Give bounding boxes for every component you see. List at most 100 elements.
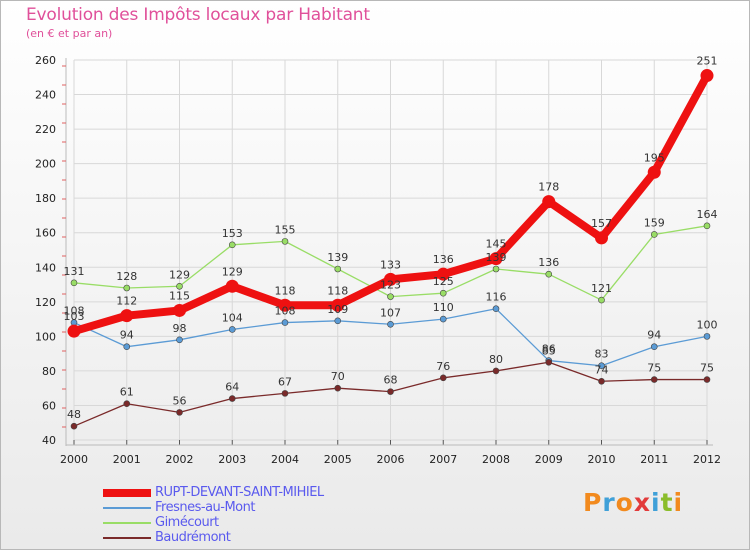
data-label: 74 bbox=[595, 363, 609, 376]
data-label: 159 bbox=[644, 216, 665, 229]
data-label: 116 bbox=[486, 291, 507, 304]
x-tick-label: 2009 bbox=[535, 453, 563, 466]
data-point bbox=[334, 265, 342, 273]
data-label: 136 bbox=[433, 253, 454, 266]
data-label: 251 bbox=[697, 55, 718, 68]
data-label: 103 bbox=[64, 310, 85, 323]
series-layer bbox=[67, 69, 714, 430]
data-point bbox=[331, 298, 345, 312]
data-label: 109 bbox=[327, 303, 348, 316]
data-label: 100 bbox=[697, 318, 718, 331]
legend-swatch bbox=[103, 537, 151, 539]
logo-letter: i bbox=[651, 488, 661, 517]
x-tick-label: 2012 bbox=[693, 453, 721, 466]
data-point bbox=[281, 319, 289, 326]
data-point bbox=[334, 317, 342, 325]
x-tick-label: 2011 bbox=[640, 453, 668, 466]
legend-swatch bbox=[103, 489, 151, 497]
data-label: 56 bbox=[173, 394, 187, 407]
data-point bbox=[228, 241, 236, 249]
data-label: 131 bbox=[64, 265, 85, 278]
legend-label: Fresnes-au-Mont bbox=[155, 500, 255, 515]
chart-title: Evolution des Impôts locaux par Habitant bbox=[26, 5, 370, 25]
data-point bbox=[542, 195, 556, 209]
proxiti-logo: Proxiti bbox=[583, 488, 683, 517]
data-label: 123 bbox=[380, 279, 401, 292]
data-label: 178 bbox=[538, 181, 559, 194]
x-tick-label: 2007 bbox=[429, 453, 457, 466]
data-label: 129 bbox=[169, 268, 190, 281]
data-label: 80 bbox=[489, 353, 503, 366]
data-label: 108 bbox=[275, 305, 296, 318]
data-label: 64 bbox=[225, 381, 239, 394]
data-label: 70 bbox=[331, 370, 345, 383]
data-point bbox=[173, 303, 186, 317]
data-label: 145 bbox=[486, 238, 507, 251]
data-label: 118 bbox=[275, 284, 296, 297]
data-point bbox=[595, 231, 608, 245]
logo-letter: i bbox=[673, 488, 684, 517]
data-point bbox=[492, 305, 500, 313]
data-point bbox=[647, 165, 661, 179]
data-point bbox=[228, 395, 236, 402]
data-point bbox=[123, 343, 131, 351]
data-label: 61 bbox=[120, 386, 134, 399]
x-tick-label: 2008 bbox=[482, 453, 510, 466]
y-tick-label: 100 bbox=[35, 330, 56, 343]
legend-label: Gimécourt bbox=[155, 515, 219, 530]
y-tick-label: 260 bbox=[35, 54, 56, 67]
data-label: 133 bbox=[380, 258, 401, 271]
data-point bbox=[492, 367, 500, 375]
data-point bbox=[650, 231, 658, 238]
series-rupt-devant-saint-mihiel bbox=[67, 69, 714, 338]
data-label: 104 bbox=[222, 311, 243, 324]
data-point bbox=[703, 376, 711, 383]
data-point bbox=[176, 409, 183, 416]
x-tick-label: 2004 bbox=[271, 453, 299, 466]
data-point bbox=[650, 376, 658, 383]
data-point bbox=[67, 324, 81, 338]
legend-label: Baudrémont bbox=[155, 530, 231, 545]
logo-letter: P bbox=[583, 488, 603, 517]
logo-letter: t bbox=[660, 488, 674, 517]
y-tick-label: 220 bbox=[35, 123, 56, 136]
data-point bbox=[598, 377, 605, 385]
data-point bbox=[334, 384, 342, 392]
x-tick-label: 2000 bbox=[60, 453, 88, 466]
data-label: 76 bbox=[436, 360, 450, 373]
data-label: 94 bbox=[120, 329, 134, 342]
series-gim-court bbox=[70, 222, 711, 304]
data-label: 153 bbox=[222, 227, 243, 240]
data-label: 86 bbox=[542, 343, 556, 356]
data-point bbox=[70, 422, 78, 430]
logo-letter: x bbox=[633, 488, 651, 517]
legend-label: RUPT-DEVANT-SAINT-MIHIEL bbox=[155, 485, 324, 500]
data-point bbox=[70, 279, 78, 287]
y-tick-label: 180 bbox=[35, 192, 56, 205]
data-point bbox=[123, 400, 131, 408]
data-label: 195 bbox=[644, 151, 665, 164]
data-label: 98 bbox=[173, 322, 187, 335]
y-tick-label: 40 bbox=[42, 434, 56, 447]
x-tick-label: 2002 bbox=[166, 453, 194, 466]
x-tick-label: 2005 bbox=[324, 453, 352, 466]
logo-letter: r bbox=[602, 488, 616, 517]
data-point bbox=[439, 374, 447, 382]
data-label: 75 bbox=[700, 362, 714, 375]
data-label: 107 bbox=[380, 306, 401, 319]
data-point bbox=[176, 282, 183, 290]
data-point bbox=[281, 390, 289, 397]
data-label: 83 bbox=[595, 348, 609, 361]
data-point bbox=[228, 326, 236, 333]
data-label: 128 bbox=[116, 270, 137, 283]
legend-swatch bbox=[103, 522, 151, 524]
chart-subtitle: (en € et par an) bbox=[26, 27, 113, 40]
y-tick-label: 120 bbox=[35, 296, 56, 309]
data-point bbox=[439, 289, 447, 297]
data-label: 139 bbox=[486, 251, 507, 264]
data-point bbox=[703, 222, 711, 230]
data-point bbox=[176, 336, 183, 344]
logo-letter: o bbox=[615, 488, 634, 517]
